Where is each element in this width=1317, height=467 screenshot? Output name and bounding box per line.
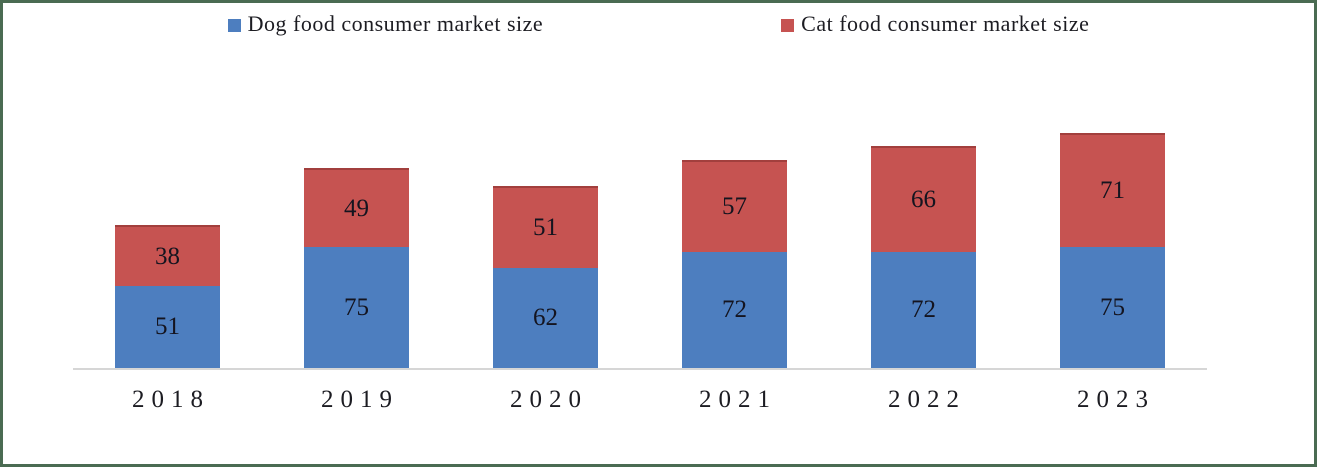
bar-group-2019: 49 75 [304,168,409,368]
bar-segment-label: 51 [533,214,558,241]
bar-segment-label: 51 [155,313,180,340]
bar-slot-2021: 57 72 [640,58,829,368]
bar-group-2022: 66 72 [871,146,976,368]
bar-slot-2022: 66 72 [829,58,1018,368]
bar-slot-2019: 49 75 [262,58,451,368]
x-axis-label-2019: 2019 [321,386,399,413]
x-axis-label-2021: 2021 [699,386,777,413]
dog-segment-2023: 75 [1060,247,1165,368]
legend-label-cat: Cat food consumer market size [801,11,1090,36]
bar-segment-label: 71 [1100,177,1125,204]
legend-item-dog: Dog food consumer market size [227,11,544,37]
dog-segment-2019: 75 [304,247,409,368]
dog-segment-2020: 62 [493,268,598,368]
cat-segment-2023: 71 [1060,133,1165,247]
dog-segment-2022: 72 [871,252,976,368]
dog-segment-2021: 72 [682,252,787,368]
bar-group-2021: 57 72 [682,160,787,368]
bar-segment-label: 75 [1100,293,1125,321]
legend-item-cat: Cat food consumer market size [781,11,1089,37]
bar-group-2020: 51 62 [493,186,598,368]
bar-segment-label: 66 [911,186,936,213]
bar-segment-label: 62 [533,304,558,331]
x-axis-label-2022: 2022 [888,386,966,413]
bar-slot-2023: 71 75 [1018,58,1207,368]
bar-group-2018: 38 51 [115,225,220,368]
x-axis-label-2023: 2023 [1077,386,1155,413]
x-axis-label-2018: 2018 [132,386,210,413]
chart-legend: Dog food consumer market size Cat food c… [3,11,1314,37]
bar-group-2023: 71 75 [1060,133,1165,368]
cat-segment-2021: 57 [682,160,787,252]
bar-segment-label: 72 [911,296,936,323]
x-axis-labels: 2018 2019 2020 2021 2022 2023 [73,386,1207,414]
cat-segment-2020: 51 [493,186,598,268]
cat-segment-2022: 66 [871,146,976,252]
bar-slot-2020: 51 62 [451,58,640,368]
bar-segment-label: 49 [344,194,369,222]
cat-segment-2018: 38 [115,225,220,286]
dog-series-swatch-icon [227,18,241,32]
cat-series-swatch-icon [781,18,795,32]
bar-segment-label: 57 [722,193,747,220]
dog-segment-2018: 51 [115,286,220,368]
cat-segment-2019: 49 [304,168,409,247]
bar-segment-label: 72 [722,296,747,323]
plot-area: 38 51 49 75 51 62 57 72 66 72 71 75 [73,58,1207,370]
legend-label-dog: Dog food consumer market size [247,11,544,36]
bar-segment-label: 75 [344,293,369,321]
x-axis-label-2020: 2020 [510,386,588,413]
bar-slot-2018: 38 51 [73,58,262,368]
bar-segment-label: 38 [155,242,180,270]
